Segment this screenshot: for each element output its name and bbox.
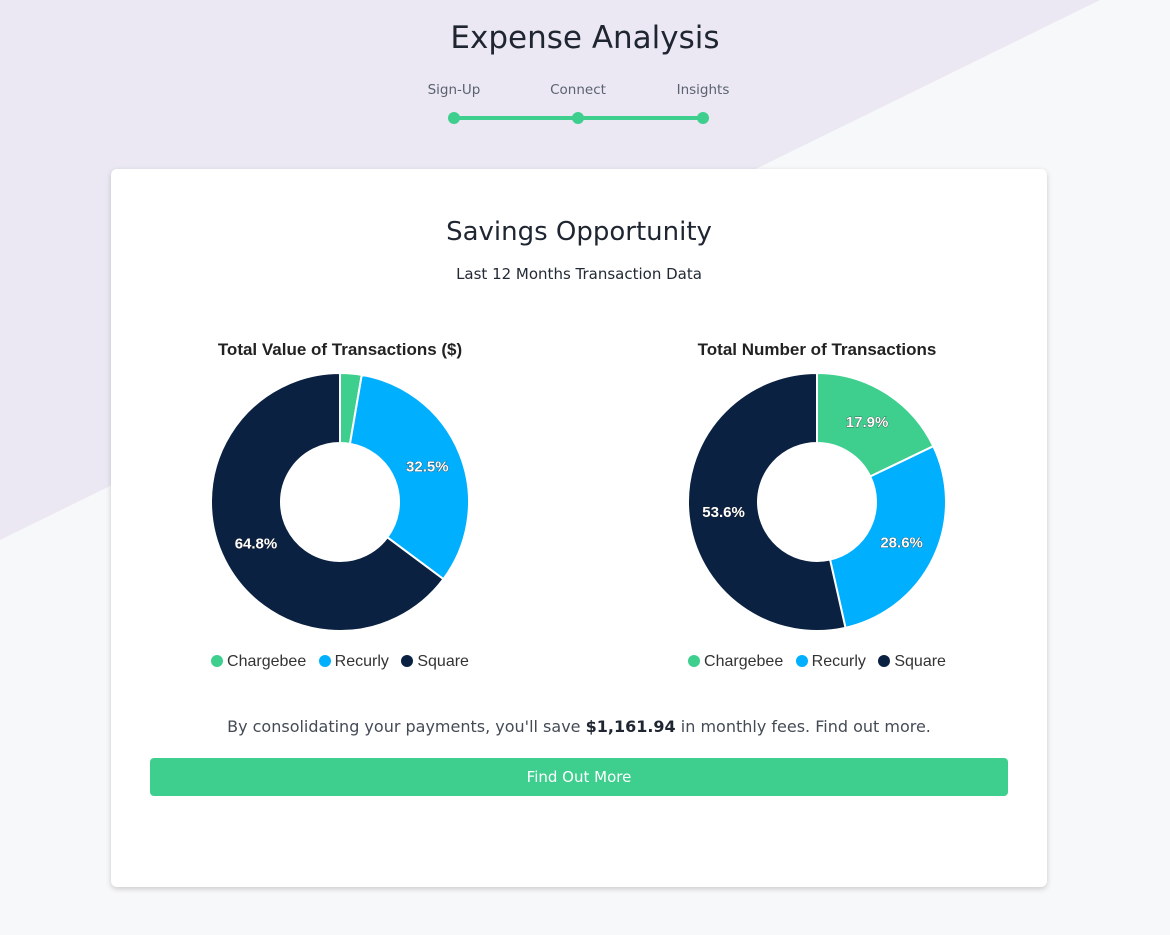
legend-swatch-recurly bbox=[318, 655, 331, 667]
legend-item-recurly[interactable]: Recurly bbox=[318, 653, 389, 671]
legend-label: Chargebee bbox=[227, 653, 307, 670]
savings-card: Savings Opportunity Last 12 Months Trans… bbox=[111, 169, 1047, 887]
doughnut-chart-total-number: 17.9% 28.6% 53.6% bbox=[687, 371, 947, 632]
legend-label: Square bbox=[417, 653, 469, 670]
legend-label: Chargebee bbox=[704, 653, 784, 670]
progress-stepper: Sign-Up Connect Insights bbox=[420, 82, 740, 132]
legend-swatch-square bbox=[401, 655, 414, 667]
slice-label-recurly: 32.5% bbox=[406, 459, 449, 476]
step-label-connect: Connect bbox=[550, 82, 606, 98]
legend-item-chargebee[interactable]: Chargebee bbox=[688, 653, 783, 671]
slice-square[interactable] bbox=[687, 371, 847, 632]
savings-amount: $1,161.94 bbox=[585, 717, 676, 736]
legend-label: Recurly bbox=[811, 653, 866, 670]
slice-square[interactable] bbox=[210, 371, 445, 632]
slice-label-square: 53.6% bbox=[702, 504, 745, 521]
doughnut-chart-total-value: 32.5% 64.8% bbox=[210, 371, 470, 632]
card-subtitle: Last 12 Months Transaction Data bbox=[456, 265, 702, 283]
legend-item-square[interactable]: Square bbox=[401, 653, 469, 671]
legend-swatch-chargebee bbox=[211, 655, 224, 667]
chart-legend: Chargebee Recurly Square bbox=[637, 653, 997, 671]
step-label-sign-up: Sign-Up bbox=[427, 82, 481, 98]
savings-prefix: By consolidating your payments, you'll s… bbox=[227, 717, 586, 736]
savings-suffix: in monthly fees. Find out more. bbox=[675, 717, 931, 736]
step-dot-insights bbox=[697, 112, 709, 124]
chart-title: Total Number of Transactions bbox=[697, 340, 937, 359]
legend-item-chargebee[interactable]: Chargebee bbox=[211, 653, 306, 671]
legend-swatch-recurly bbox=[795, 655, 808, 667]
legend-swatch-square bbox=[878, 655, 891, 667]
chart-total-value: Total Value of Transactions ($) 32.5% 64.… bbox=[160, 337, 520, 677]
chart-title: Total Value of Transactions ($) bbox=[217, 340, 463, 359]
slice-label-square: 64.8% bbox=[235, 536, 278, 553]
step-label-insights: Insights bbox=[676, 82, 730, 98]
legend-item-recurly[interactable]: Recurly bbox=[795, 653, 866, 671]
step-dot-sign-up bbox=[448, 112, 460, 124]
find-out-more-button[interactable]: Find Out More bbox=[150, 758, 1008, 796]
slice-label-chargebee: 17.9% bbox=[846, 414, 889, 431]
slice-chargebee[interactable] bbox=[816, 371, 935, 478]
chart-legend: Chargebee Recurly Square bbox=[160, 653, 520, 671]
step-dot-connect bbox=[572, 112, 584, 124]
slice-recurly[interactable] bbox=[348, 373, 470, 581]
legend-item-square[interactable]: Square bbox=[878, 653, 946, 671]
legend-label: Recurly bbox=[334, 653, 389, 670]
legend-swatch-chargebee bbox=[688, 655, 701, 667]
savings-message: By consolidating your payments, you'll s… bbox=[111, 717, 1047, 736]
slice-recurly[interactable] bbox=[828, 444, 947, 630]
page-title: Expense Analysis bbox=[450, 20, 720, 56]
slice-label-recurly: 28.6% bbox=[880, 534, 923, 551]
card-title: Savings Opportunity bbox=[446, 217, 712, 247]
chart-total-number: Total Number of Transactions 17.9% 28.6% 5… bbox=[637, 337, 997, 677]
legend-label: Square bbox=[894, 653, 946, 670]
